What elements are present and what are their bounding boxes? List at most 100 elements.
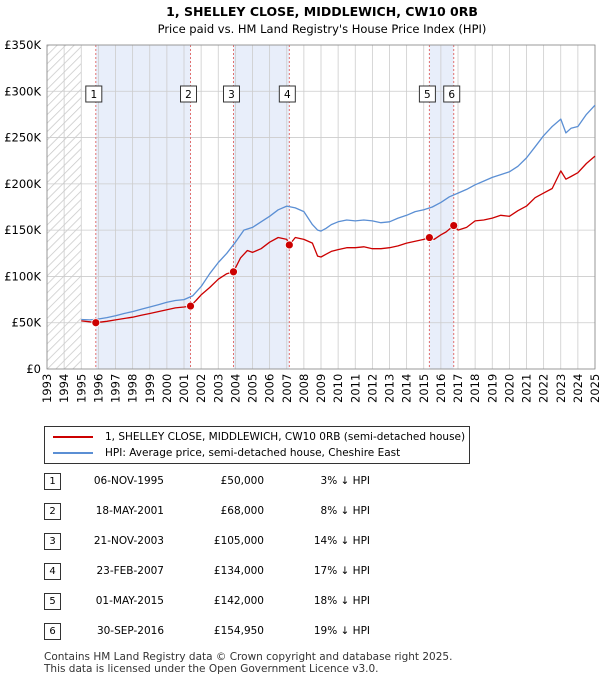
sale-label-box [443,85,461,103]
table-row: 5 01-MAY-2015 £142,000 18% ↓ HPI [44,593,464,611]
sale-price: £142,000 [213,595,264,607]
sale-label-box [418,85,436,103]
x-tick-label: 2001 [177,374,191,403]
sale-price: £50,000 [220,475,264,487]
legend-item-hpi: HPI: Average price, semi-detached house,… [53,446,400,460]
legend: 1, SHELLEY CLOSE, MIDDLEWICH, CW10 0RB (… [44,426,470,464]
x-tick-label: 2003 [211,374,225,403]
x-tick-label: 2014 [400,374,414,403]
legend-label-hpi: HPI: Average price, semi-detached house,… [105,447,401,459]
sale-label-text: 3 [228,89,235,101]
sale-label-box [278,85,296,103]
x-tick-label: 2011 [348,374,362,403]
y-tick-label: £350K [4,38,41,52]
footer: Contains HM Land Registry data © Crown c… [44,651,452,675]
chart-subtitle: Price paid vs. HM Land Registry's House … [158,22,487,36]
legend-line-red [53,436,93,438]
x-tick-label: 2006 [263,374,277,403]
sale-number: 5 [44,593,61,610]
price-chart: 1, SHELLEY CLOSE, MIDDLEWICH, CW10 0RB P… [4,4,600,403]
x-tick-label: 2023 [554,374,568,403]
sale-price: £134,000 [213,565,264,577]
table-row: 6 30-SEP-2016 £154,950 19% ↓ HPI [44,623,464,641]
footer-licence: This data is licensed under the Open Gov… [44,663,379,675]
sale-date: 21-NOV-2003 [93,535,164,547]
sale-point [449,221,459,230]
footer-copyright: Contains HM Land Registry data © Crown c… [44,651,453,663]
sale-price: £154,950 [213,625,264,637]
x-tick-label: 2020 [502,374,516,403]
x-tick-label: 1997 [109,374,123,403]
sale-number: 3 [44,533,61,550]
x-tick-label: 2022 [537,374,551,403]
y-tick-label: £300K [4,84,41,98]
sale-number: 6 [44,623,61,640]
sale-label-box [180,85,198,103]
y-tick-label: £150K [4,223,41,237]
x-tick-label: 2009 [314,374,328,403]
chart-title: 1, SHELLEY CLOSE, MIDDLEWICH, CW10 0RB [166,4,478,19]
legend-label-property: 1, SHELLEY CLOSE, MIDDLEWICH, CW10 0RB (… [105,431,466,443]
sale-point [91,318,101,328]
table-row: 2 18-MAY-2001 £68,000 8% ↓ HPI [44,503,464,521]
x-tick-label: 1996 [91,374,105,403]
x-tick-label: 1994 [57,374,71,403]
y-tick-label: £200K [4,177,41,191]
sale-hpi-diff: 8% ↓ HPI [320,505,370,517]
property-price-line [81,155,596,324]
sale-date: 01-MAY-2015 [95,595,164,607]
sale-date: 18-MAY-2001 [95,505,164,517]
sale-date: 30-SEP-2016 [96,625,164,637]
sale-hpi-diff: 14% ↓ HPI [313,535,370,547]
table-row: 3 21-NOV-2003 £105,000 14% ↓ HPI [44,533,464,551]
sale-hpi-diff: 3% ↓ HPI [320,475,370,487]
sale-label-box [85,85,103,103]
x-tick-label: 2000 [160,374,174,403]
sale-date: 23-FEB-2007 [96,565,164,577]
table-row: 1 06-NOV-1995 £50,000 3% ↓ HPI [44,473,464,491]
x-tick-label: 1993 [40,374,54,403]
sale-point [186,301,195,311]
x-tick-label: 2024 [571,374,585,403]
sale-label-text: 6 [448,89,455,101]
sale-label-text: 4 [284,89,291,101]
sale-price: £105,000 [213,535,264,547]
legend-item-property: 1, SHELLEY CLOSE, MIDDLEWICH, CW10 0RB (… [53,430,465,444]
sale-label-text: 2 [185,89,192,101]
legend-line-blue [53,452,93,454]
x-tick-label: 2013 [383,374,397,403]
x-tick-label: 2019 [485,374,499,403]
x-tick-label: 2010 [331,374,345,403]
sale-point [284,240,294,250]
x-tick-label: 2018 [468,374,482,403]
sale-hpi-diff: 19% ↓ HPI [313,625,370,637]
table-row: 4 23-FEB-2007 £134,000 17% ↓ HPI [44,563,464,581]
plot-frame [46,44,596,370]
x-tick-label: 2017 [451,374,465,403]
sale-hpi-diff: 17% ↓ HPI [313,565,370,577]
sale-price: £68,000 [220,505,264,517]
y-tick-label: £50K [12,316,42,330]
x-tick-label: 2007 [280,374,294,403]
sale-number: 1 [44,473,61,490]
sale-number: 4 [44,563,61,580]
sale-point [229,267,238,277]
sale-date: 06-NOV-1995 [93,475,164,487]
sale-label-text: 5 [424,89,431,101]
sale-label-text: 1 [90,89,97,101]
y-tick-label: £250K [4,131,41,145]
x-tick-label: 2016 [434,374,448,403]
x-tick-label: 1998 [126,374,140,403]
y-tick-label: £0 [26,362,41,376]
x-tick-label: 1999 [143,374,157,403]
x-tick-label: 2002 [194,374,208,403]
y-tick-label: £100K [4,269,41,283]
sale-hpi-diff: 18% ↓ HPI [313,595,370,607]
x-tick-label: 2012 [365,374,379,403]
sale-number: 2 [44,503,61,520]
hpi-line [81,104,596,321]
sale-point [425,233,434,242]
x-tick-label: 1995 [74,374,88,403]
x-tick-label: 2004 [228,374,242,403]
x-tick-label: 2005 [246,374,260,403]
